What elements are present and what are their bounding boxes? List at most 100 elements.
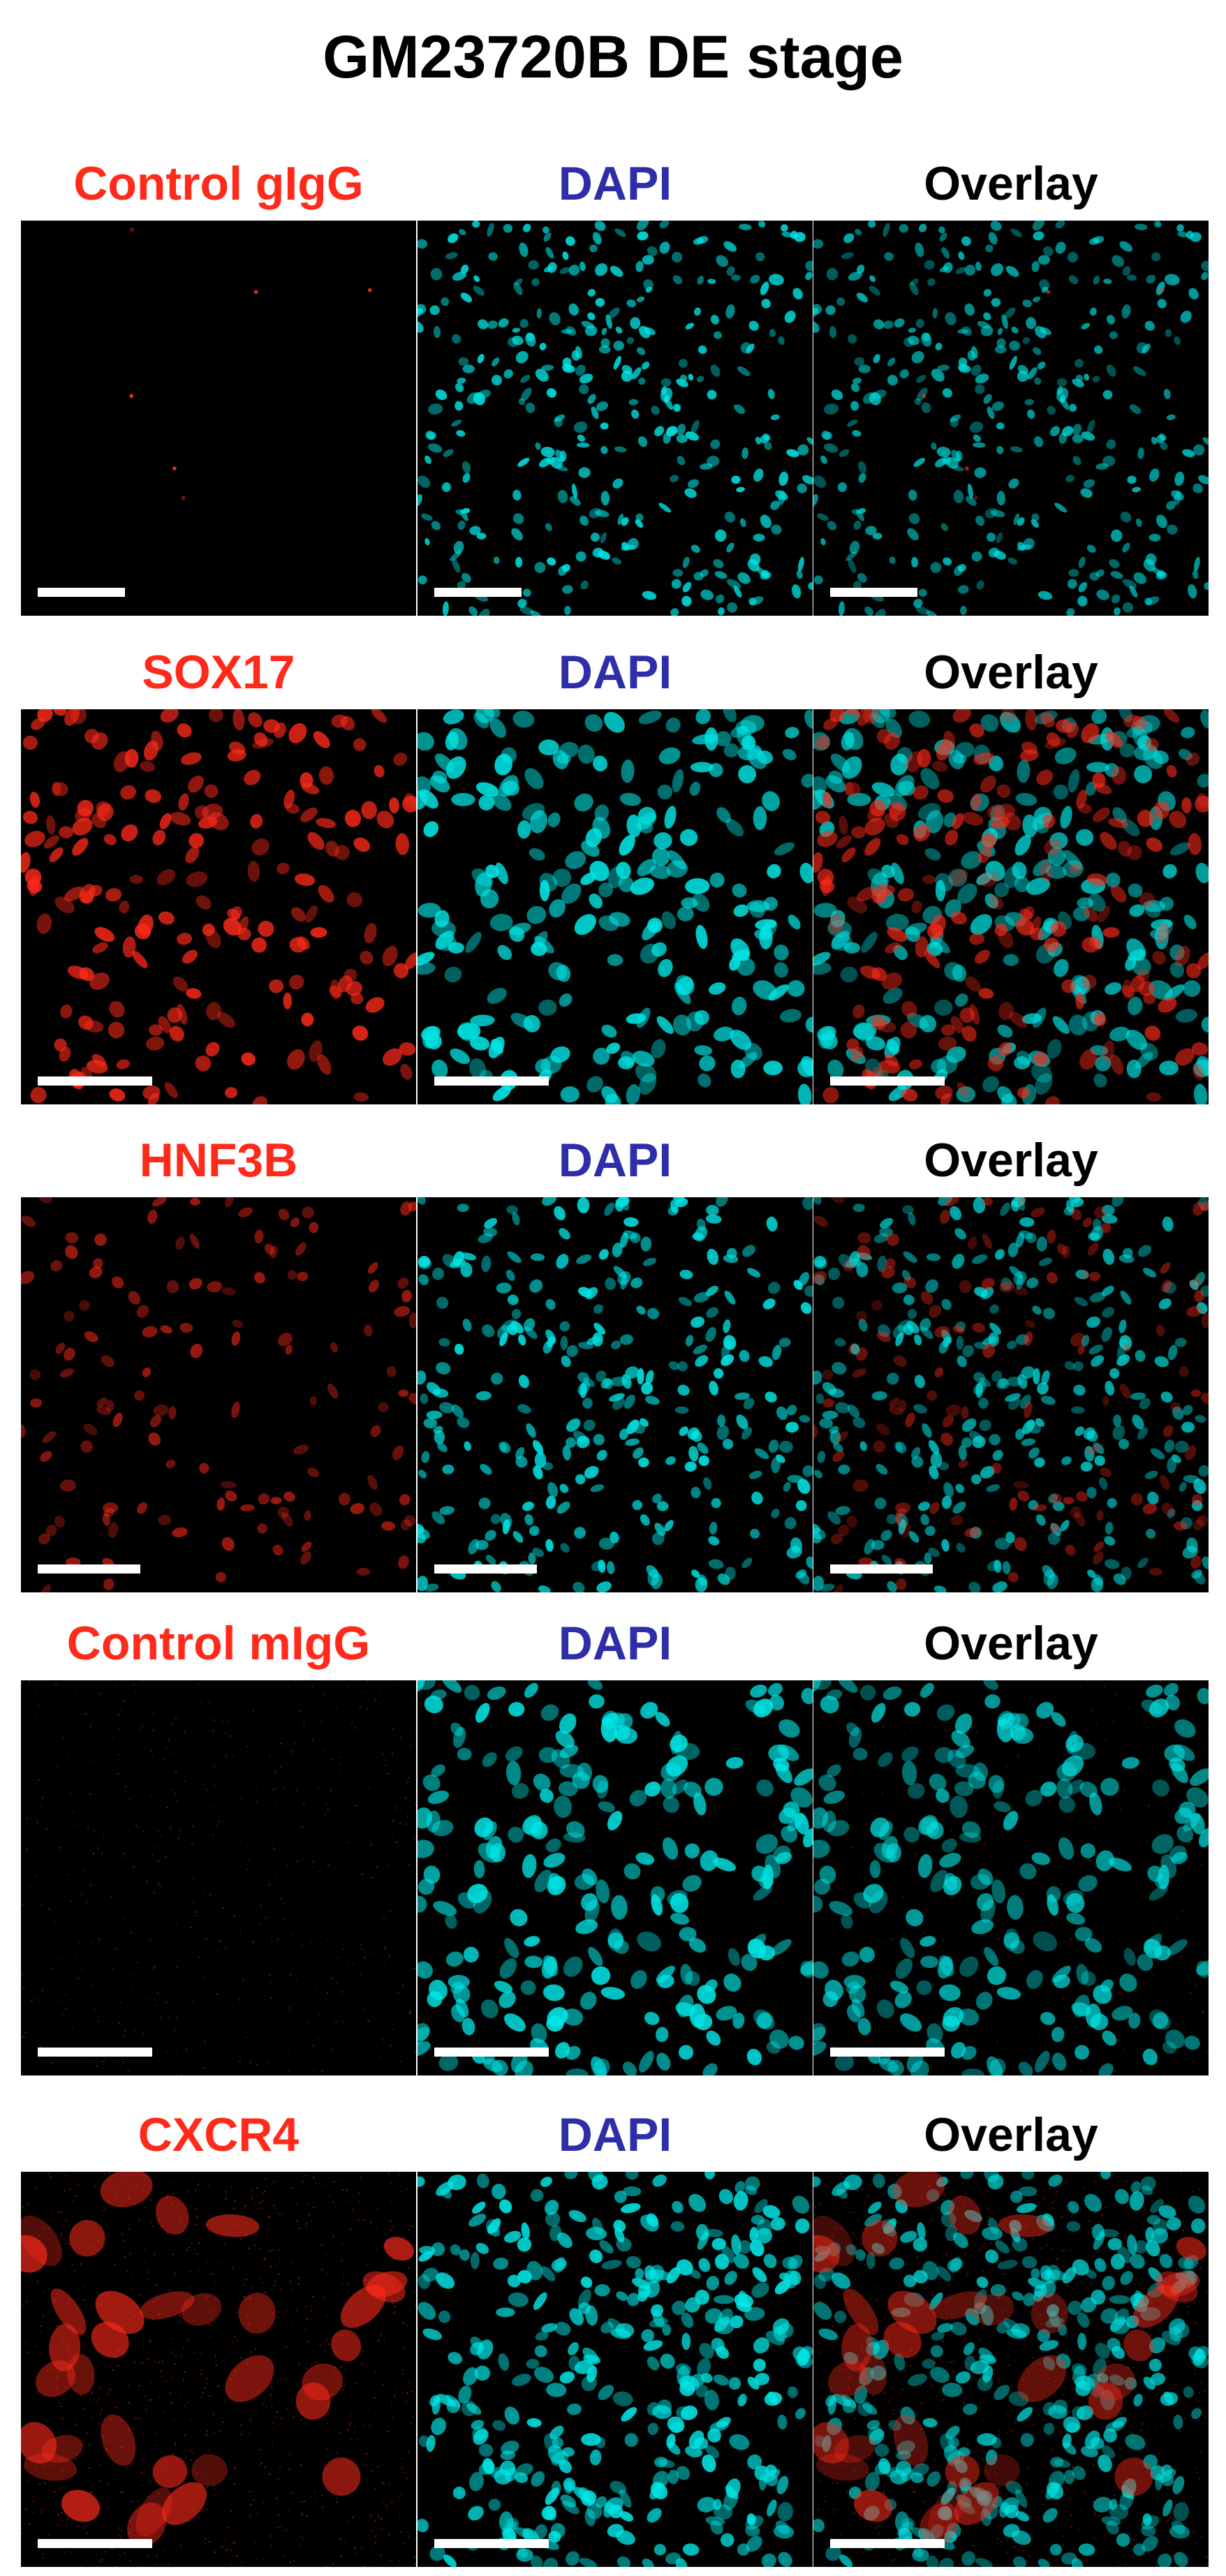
dapi-nucleus — [578, 1287, 592, 1298]
dapi-nucleus — [802, 475, 813, 484]
marker-membrane — [75, 2195, 77, 2197]
marker-noise — [1159, 1708, 1161, 1710]
dapi-nucleus — [598, 882, 614, 898]
dapi-nucleus — [1042, 1564, 1054, 1578]
marker-noise — [1031, 1999, 1033, 2001]
marker-membrane — [155, 2444, 157, 2446]
dapi-nucleus — [852, 377, 862, 384]
marker-noise — [227, 1722, 229, 1724]
dapi-nucleus — [755, 252, 765, 262]
marker-noise — [1151, 1707, 1153, 1708]
marker-membrane — [251, 2369, 253, 2371]
marker-membrane — [184, 2371, 186, 2373]
marker-membrane — [341, 2283, 343, 2286]
dapi-nucleus — [904, 1701, 921, 1717]
marker-membrane — [112, 2341, 115, 2343]
marker-membrane — [172, 2454, 174, 2456]
marker-membrane — [68, 2351, 71, 2353]
marker-noise — [123, 1700, 125, 1702]
marker-noise — [915, 2035, 917, 2037]
dapi-nucleus — [785, 1421, 799, 1433]
marker-noise — [130, 1973, 132, 1975]
dapi-nucleus — [679, 2045, 694, 2060]
marker-noise — [1079, 1865, 1081, 1867]
marker-nucleus — [1009, 1497, 1018, 1511]
marker-noise — [45, 1828, 47, 1830]
marker-membrane — [148, 2511, 150, 2513]
dapi-nucleus — [1158, 1864, 1169, 1890]
dapi-nucleus — [734, 2181, 746, 2193]
marker-membrane — [335, 2351, 337, 2353]
marker-membrane — [311, 2295, 313, 2297]
dapi-nucleus — [589, 2249, 603, 2263]
marker-membrane — [258, 2247, 260, 2249]
dapi-nucleus — [1196, 1960, 1209, 1976]
dapi-nucleus — [625, 1438, 640, 1446]
dapi-nucleus — [566, 1345, 579, 1357]
marker-membrane — [43, 2509, 45, 2511]
marker-noise — [309, 1967, 311, 1969]
marker-membrane — [158, 2314, 161, 2315]
marker-noise — [1105, 1739, 1107, 1741]
marker-cell — [340, 2284, 386, 2328]
marker-noise — [1160, 2020, 1162, 2022]
marker-membrane — [44, 2482, 46, 2484]
dapi-nucleus — [424, 1583, 439, 1592]
dapi-nucleus — [485, 1835, 503, 1859]
dapi-nucleus — [728, 2377, 741, 2390]
marker-noise — [1095, 1804, 1098, 1805]
marker-noise — [826, 1997, 828, 1999]
marker-noise — [982, 1927, 984, 1928]
marker-nucleus — [369, 1502, 383, 1516]
dapi-nucleus — [638, 710, 662, 725]
dapi-nucleus — [1007, 1895, 1024, 1920]
dapi-nucleus — [1093, 1574, 1104, 1586]
marker-membrane — [213, 2494, 215, 2496]
dapi-nucleus — [483, 709, 501, 718]
marker-cell — [238, 2293, 276, 2334]
marker-membrane — [227, 2548, 229, 2550]
dapi-nucleus — [614, 446, 627, 452]
marker-membrane — [394, 2311, 396, 2314]
marker-nucleus — [819, 879, 835, 894]
marker-noise — [55, 1684, 57, 1686]
dapi-nucleus — [600, 445, 608, 454]
overlay-label: Overlay — [924, 1134, 1098, 1187]
dapi-nucleus — [1010, 446, 1023, 452]
dapi-nucleus — [965, 496, 977, 506]
marker-membrane — [100, 2463, 101, 2465]
dapi-nucleus — [735, 720, 757, 736]
marker-noise — [385, 1759, 387, 1761]
dapi-nucleus — [994, 550, 1007, 560]
dapi-nucleus — [731, 274, 741, 281]
dapi-nucleus — [472, 2201, 486, 2214]
dapi-nucleus — [605, 1278, 616, 1291]
dapi-nucleus — [896, 1442, 907, 1453]
marker-nucleus — [295, 1242, 306, 1256]
dapi-nucleus — [561, 883, 582, 904]
dapi-nucleus — [1056, 1778, 1073, 1799]
dapi-nucleus — [529, 1525, 540, 1537]
dapi-nucleus — [577, 1342, 594, 1349]
dapi-nucleus — [559, 1745, 579, 1759]
dapi-nucleus — [755, 919, 777, 930]
dapi-nucleus — [741, 1427, 753, 1440]
marker-noise — [103, 2060, 105, 2062]
marker-noise — [883, 1985, 885, 1986]
dapi-nucleus — [647, 2213, 658, 2227]
marker-nucleus — [67, 965, 89, 979]
dapi-nucleus — [756, 1779, 774, 1797]
marker-noise — [922, 1932, 924, 1934]
dapi-nucleus — [613, 340, 625, 351]
marker-nucleus — [857, 709, 872, 726]
dapi-nucleus — [1083, 1427, 1095, 1440]
marker-nucleus — [901, 1088, 918, 1102]
dapi-nucleus — [695, 709, 711, 725]
dapi-nucleus — [1089, 307, 1097, 316]
dapi-nucleus — [545, 1298, 556, 1310]
marker-noise — [883, 1895, 885, 1897]
dapi-nucleus — [1144, 597, 1153, 606]
dapi-nucleus — [575, 364, 586, 376]
dapi-nucleus — [535, 1058, 551, 1074]
dapi-nucleus — [600, 2321, 614, 2334]
